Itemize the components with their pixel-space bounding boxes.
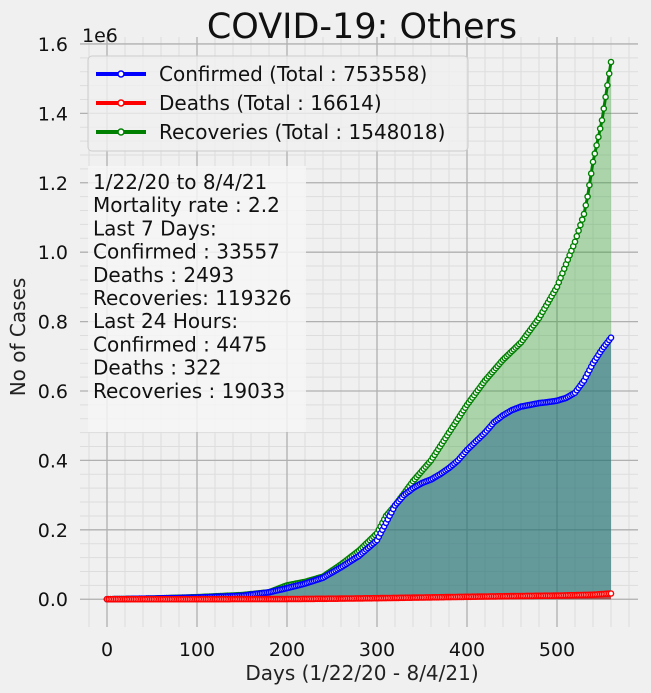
data-point	[575, 227, 582, 234]
data-point	[607, 58, 615, 66]
y-tick-label: 0.6	[38, 381, 68, 403]
y-offset-label: 1e6	[82, 25, 118, 47]
data-point	[580, 210, 588, 218]
data-point	[602, 93, 609, 101]
annotation-line: Confirmed : 33557	[93, 240, 280, 264]
legend-marker	[117, 128, 125, 136]
y-tick-label: 0.8	[38, 312, 68, 334]
y-axis-title: No of Cases	[6, 278, 30, 397]
data-point	[573, 232, 581, 240]
x-tick-label: 0	[101, 639, 113, 661]
annotation-line: Deaths : 2493	[93, 263, 234, 287]
data-point	[586, 181, 593, 189]
x-tick-label: 200	[269, 639, 305, 661]
legend-label: Deaths (Total : 16614)	[159, 91, 382, 115]
series-fill	[107, 337, 611, 600]
y-tick-label: 1.0	[38, 242, 68, 264]
x-axis-title: Days (1/22/20 - 8/4/21)	[245, 661, 478, 685]
data-point	[584, 193, 591, 200]
y-tick-label: 0.0	[38, 589, 68, 611]
data-point	[591, 150, 599, 157]
annotation-line: Last 7 Days:	[93, 216, 217, 240]
data-point	[596, 125, 604, 132]
legend-label: Confirmed (Total : 753558)	[159, 62, 427, 86]
y-tick-label: 0.4	[38, 450, 68, 472]
tick-labels: 0 100 200 300 400 500 0.0 0.2 0.4 0.6 0.8 1.0 1.2 1.4…	[38, 34, 575, 661]
annotation-line: Last 24 Hours:	[93, 309, 238, 333]
y-tick-label: 1.4	[38, 103, 68, 125]
y-tick-label: 1.6	[38, 34, 68, 56]
annotation-line: Mortality rate : 2.2	[93, 193, 280, 217]
legend-label: Recoveries (Total : 1548018)	[159, 120, 445, 144]
legend: Confirmed (Total : 753558) Deaths (Total …	[87, 55, 469, 152]
series-markers	[103, 58, 615, 603]
data-point	[571, 238, 579, 246]
annotation-line: Confirmed : 4475	[93, 332, 267, 356]
y-tick-label: 1.2	[38, 173, 68, 195]
data-point	[598, 117, 606, 124]
data-point	[577, 221, 584, 229]
data-point	[604, 82, 611, 89]
data-point	[593, 141, 600, 149]
data-point	[600, 105, 608, 112]
data-point	[589, 158, 597, 166]
x-tick-label: 300	[359, 639, 395, 661]
annotation-line: 1/22/20 to 8/4/21	[93, 170, 267, 194]
data-point	[595, 133, 602, 141]
data-point	[607, 334, 615, 342]
data-point	[582, 201, 590, 209]
y-tick-label: 0.2	[38, 520, 68, 542]
chart-title: COVID-19: Others	[207, 7, 517, 47]
annotation-background	[88, 166, 306, 432]
data-point	[607, 590, 615, 597]
data-point	[578, 216, 586, 223]
x-tick-label: 500	[539, 639, 575, 661]
annotation-line: Deaths : 322	[93, 356, 222, 380]
annotation-line: Recoveries: 119326	[93, 286, 292, 310]
legend-box	[87, 55, 469, 152]
x-tick-label: 400	[449, 639, 485, 661]
legend-marker	[117, 70, 125, 78]
annotation-line: Recoveries : 19033	[93, 379, 285, 403]
data-point	[587, 170, 595, 177]
legend-marker	[117, 99, 125, 107]
x-tick-label: 100	[179, 639, 215, 661]
data-point	[605, 70, 613, 77]
